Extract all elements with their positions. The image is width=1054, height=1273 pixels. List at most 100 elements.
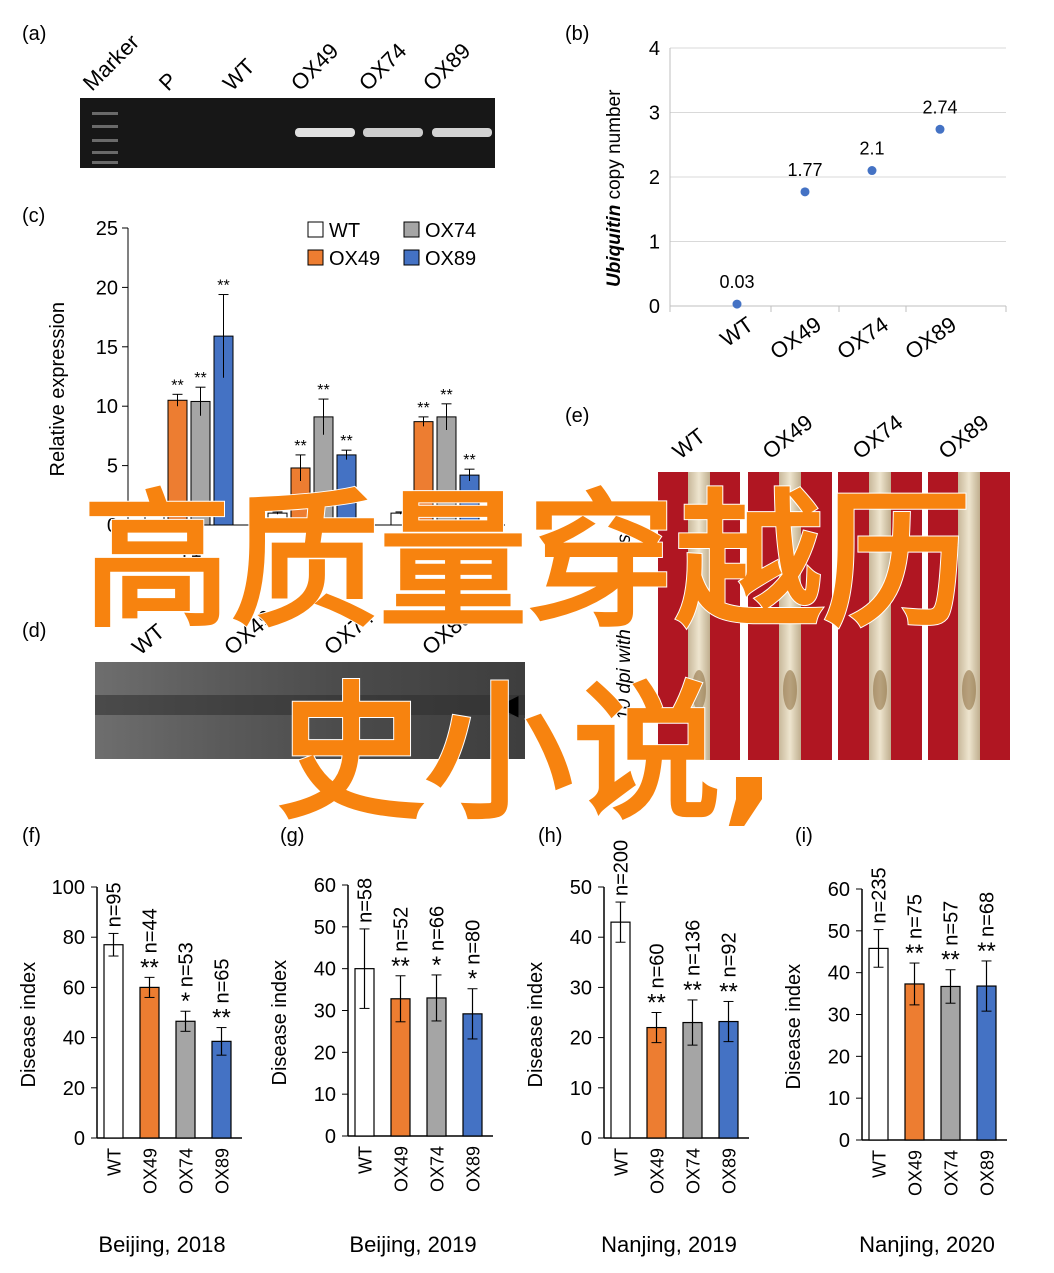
disease-xtick-label: OX74 [428,1146,448,1192]
chart-b-ytick: 0 [649,296,660,318]
chart-b-point-label: 2.1 [859,139,884,159]
chart-c-ytick: 5 [107,456,118,478]
gel-a-lane-label: Marker [78,29,144,95]
disease-xtick-label: OX49 [392,1146,412,1192]
panel-e-label: (e) [565,405,589,427]
chart-c-ytick: 0 [107,515,118,537]
gel-a-band [295,128,355,137]
disease-xtick-label: OX89 [464,1146,484,1192]
disease-ytick: 60 [63,977,85,999]
disease-xtick-label: OX74 [177,1148,197,1194]
disease-xtick-label: OX74 [684,1148,704,1194]
chart-b: 0 1 2 3 4 Ubiquitin copy number 0.03 WT 1.77 OX49… [604,38,1007,365]
chart-b-point-label: 2.74 [922,97,957,117]
photo-e-lane-label: OX49 [758,410,818,464]
disease-ytick: 10 [570,1078,592,1100]
disease-sig: ** [719,978,738,1005]
disease-sig: ** [212,1005,231,1032]
disease-sig: * [432,952,441,979]
gel-a-band [432,128,492,137]
disease-sig: ** [905,940,924,967]
disease-ytick: 80 [63,927,85,949]
chart-c-sig: ** [340,433,352,450]
disease-n-label: n=92 [719,932,741,977]
disease-ytick: 40 [314,959,336,981]
disease-ytick: 40 [828,963,850,985]
photo-e-side-text: 10 dpi with C. cerealis [614,534,635,720]
gel-a-lane-label: OX74 [354,38,411,95]
disease-xtick-label: OX89 [720,1148,740,1194]
chart-c-sig: ** [317,382,329,399]
disease-sig: ** [140,954,159,981]
chart-c-sig: ** [171,377,183,394]
disease-ytick: 0 [325,1126,336,1148]
disease-ytick: 50 [314,917,336,939]
disease-bar [139,986,160,1139]
overlay-title-line2: 史小说, [276,668,778,840]
disease-ytick: 60 [314,875,336,897]
disease-ytick: 10 [828,1088,850,1110]
chart-b-xtick-label: OX89 [900,312,960,365]
disease-n-label: n=66 [427,906,449,951]
gel-a-lane-labels: Marker P WT OX49 OX74 OX89 [78,29,475,95]
disease-n-label: n=80 [463,920,485,965]
gel-a-band [363,128,423,137]
disease-n-label: n=75 [905,894,927,939]
disease-n-label: n=60 [647,943,669,988]
panel-a-label: (a) [22,23,46,45]
disease-sig: ** [683,977,702,1004]
chart-b-point-label: 1.77 [787,160,822,180]
chart-c-legend-swatch [307,249,324,266]
disease-ytick: 20 [570,1028,592,1050]
chart-c-legend-swatch [307,221,324,238]
disease-bar [211,1040,232,1139]
gel-a-lane-label: P [154,67,182,95]
chart-c-legend-label: OX74 [425,220,476,242]
disease-n-label: n=95 [104,882,126,927]
chart-c-ytick: 25 [96,218,118,240]
chart-b-xtick-label: OX74 [832,312,892,365]
photo-e-lane-label: OX89 [934,410,994,464]
chart-c-legend-swatch [403,249,420,266]
disease-ytick: 20 [63,1078,85,1100]
panel-d-label: (d) [22,620,46,642]
disease-panel-label: (g) [280,825,304,847]
disease-bar [610,921,631,1139]
disease-n-label: n=235 [869,867,891,923]
panel-c-label: (c) [22,205,45,227]
disease-ytick: 0 [74,1128,85,1150]
disease-ytick: 30 [570,977,592,999]
disease-sig: ** [647,990,666,1017]
disease-xtick-label: WT [612,1148,632,1176]
chart-c-ytick: 20 [96,277,118,299]
disease-sig: * [181,988,190,1015]
photo-e-lane-label: WT [668,423,710,464]
blot-d-band [95,695,525,715]
disease-ylabel: Disease index [18,962,40,1088]
disease-xtick-label: WT [356,1146,376,1174]
gel-a-image [80,98,495,168]
disease-xtick-label: OX89 [213,1148,233,1194]
disease-ytick: 50 [570,877,592,899]
gel-a-band [0,128,30,137]
disease-ytick: 0 [839,1130,850,1152]
chart-c-legend-label: WT [329,220,360,242]
photo-e-lane-label: OX74 [848,410,908,464]
disease-caption: Nanjing, 2020 [859,1232,995,1257]
photo-e-lesion [692,670,706,710]
disease-n-label: n=58 [355,878,377,923]
photo-e-image [658,472,1010,760]
disease-bar [904,983,925,1141]
gel-a-marker-band [92,125,118,128]
disease-n-label: n=136 [683,920,705,976]
disease-xtick-label: WT [870,1150,890,1178]
disease-ytick: 0 [581,1128,592,1150]
chart-c-xtick-label: T3 [424,540,447,562]
chart-c-sig: ** [417,400,429,417]
gel-a-lane-label: OX49 [286,38,343,95]
overlay-title-line1: 高质量穿越历 [82,476,972,648]
disease-n-label: n=200 [611,840,633,896]
chart-c-sig: ** [217,278,229,295]
